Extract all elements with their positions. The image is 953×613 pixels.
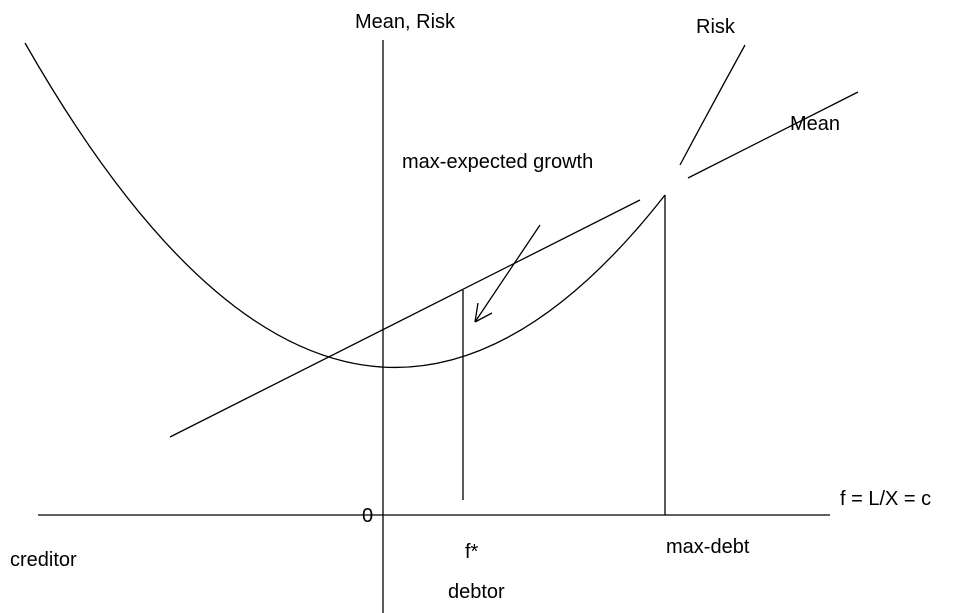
annotation: max-expected growth <box>402 151 593 173</box>
max-debt-label: max-debt <box>666 536 750 558</box>
x-axis-label: f = L/X = c <box>840 488 931 510</box>
origin-label: 0 <box>362 505 373 527</box>
risk-curve <box>24 42 666 368</box>
creditor-label: creditor <box>10 549 77 571</box>
debtor-label: debtor <box>448 581 505 603</box>
risk-label: Risk <box>696 16 736 38</box>
arrow <box>474 224 541 323</box>
mean-line <box>687 91 859 179</box>
arrow-head <box>474 302 493 323</box>
y-axis-label: Mean, Risk <box>355 11 456 33</box>
mean-line <box>169 199 641 438</box>
risk-curve <box>679 44 746 166</box>
mean-label: Mean <box>790 113 840 135</box>
f-star-label: f* <box>465 541 479 563</box>
